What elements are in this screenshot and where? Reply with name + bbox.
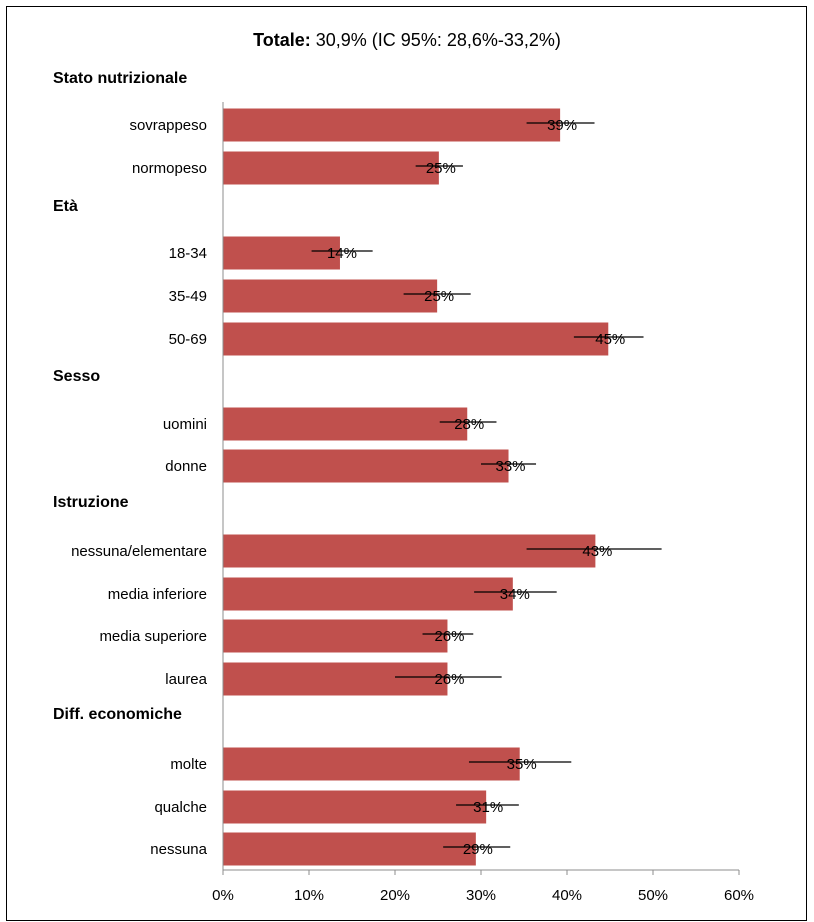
category-label: nessuna/elementare <box>71 543 207 560</box>
bar <box>223 108 561 142</box>
x-tick-label: 50% <box>638 887 668 904</box>
bar <box>223 279 438 313</box>
chart-title-bold: Totale: <box>253 30 311 50</box>
data-label: 43% <box>582 543 612 560</box>
category-label: media inferiore <box>108 586 207 603</box>
category-label: normopeso <box>132 160 207 177</box>
category-label: laurea <box>165 671 207 688</box>
category-label: 35-49 <box>169 288 207 305</box>
x-tick-label: 0% <box>212 887 234 904</box>
category-label: donne <box>165 458 207 475</box>
bar <box>223 832 476 866</box>
data-label: 14% <box>327 245 357 262</box>
data-label: 35% <box>507 756 537 773</box>
category-label: uomini <box>163 416 207 433</box>
data-label: 45% <box>595 331 625 348</box>
group-label: Età <box>53 198 78 215</box>
data-label: 25% <box>426 160 456 177</box>
data-label: 29% <box>463 841 493 858</box>
category-label: media superiore <box>99 628 207 645</box>
x-tick-label: 60% <box>724 887 754 904</box>
x-tick-label: 20% <box>380 887 410 904</box>
group-label: Diff. economiche <box>53 706 182 723</box>
category-label: 50-69 <box>169 331 207 348</box>
category-label: qualche <box>154 799 207 816</box>
chart-title: Totale: 30,9% (IC 95%: 28,6%-33,2%) <box>0 30 814 51</box>
group-label: Istruzione <box>53 494 129 511</box>
category-label: 18-34 <box>169 245 207 262</box>
data-label: 26% <box>434 671 464 688</box>
chart-title-rest: 30,9% (IC 95%: 28,6%-33,2%) <box>310 30 561 50</box>
data-label: 28% <box>454 416 484 433</box>
bar <box>223 322 609 356</box>
data-label: 39% <box>547 117 577 134</box>
category-label: molte <box>170 756 207 773</box>
data-label: 34% <box>500 586 530 603</box>
group-label: Stato nutrizionale <box>53 70 187 87</box>
bar <box>223 662 448 696</box>
category-label: nessuna <box>150 841 207 858</box>
bar <box>223 236 340 270</box>
bar <box>223 407 468 441</box>
x-tick-label: 30% <box>466 887 496 904</box>
group-label: Sesso <box>53 368 100 385</box>
bar <box>223 790 487 824</box>
bar <box>223 747 520 781</box>
bar <box>223 151 439 185</box>
bar <box>223 534 596 568</box>
x-tick-label: 10% <box>294 887 324 904</box>
bar <box>223 619 448 653</box>
category-label: sovrappeso <box>129 117 207 134</box>
x-tick-label: 40% <box>552 887 582 904</box>
bar <box>223 577 513 611</box>
data-label: 33% <box>496 458 526 475</box>
data-label: 31% <box>473 799 503 816</box>
data-label: 25% <box>424 288 454 305</box>
data-label: 26% <box>434 628 464 645</box>
bar <box>223 449 509 483</box>
